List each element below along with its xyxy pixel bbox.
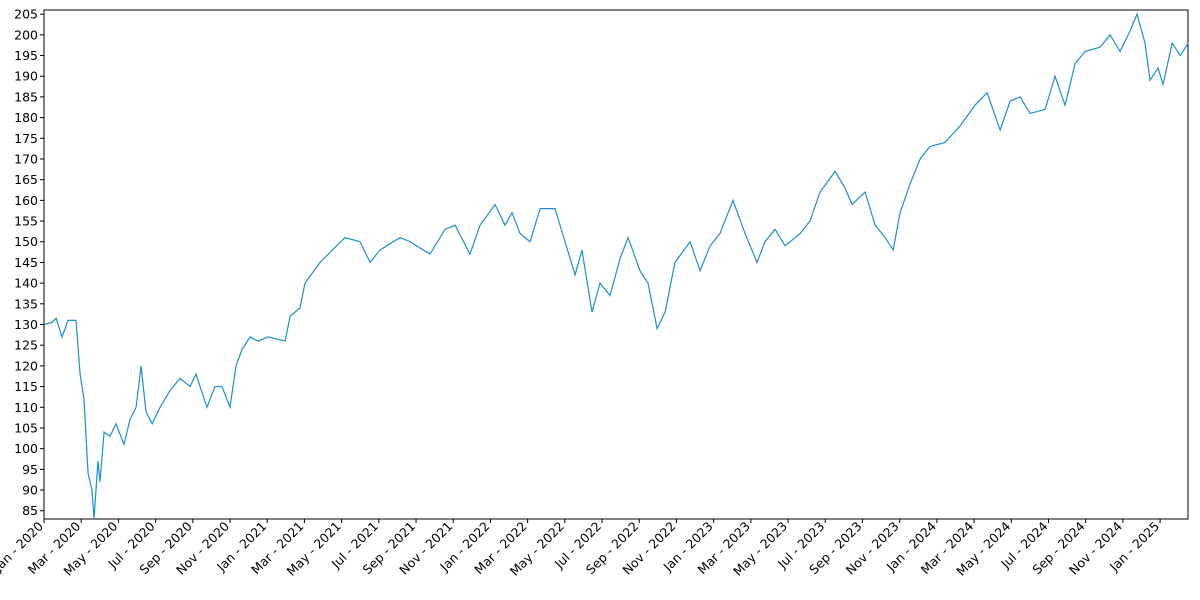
y-tick-label: 190 (14, 69, 38, 84)
y-tick-label: 165 (14, 172, 38, 187)
y-tick-label: 140 (14, 276, 38, 291)
y-tick-label: 85 (22, 503, 38, 518)
y-tick-label: 100 (14, 441, 38, 456)
y-tick-label: 135 (14, 296, 38, 311)
y-tick-label: 130 (14, 317, 38, 332)
y-tick-label: 170 (14, 151, 38, 166)
y-tick-label: 95 (22, 462, 38, 477)
y-tick-label: 110 (14, 400, 38, 415)
price-line (43, 12, 1189, 520)
y-tick-label: 125 (14, 338, 38, 353)
y-tick-label: 205 (14, 7, 38, 22)
y-tick-label: 150 (14, 234, 38, 249)
y-tick-label: 160 (14, 193, 38, 208)
y-tick-label: 105 (14, 420, 38, 435)
y-tick-label: 155 (14, 214, 38, 229)
y-tick-label: 180 (14, 110, 38, 125)
y-tick-label: 200 (14, 27, 38, 42)
plot-frame (43, 9, 1189, 520)
y-tick-label: 145 (14, 255, 38, 270)
y-tick-label: 175 (14, 131, 38, 146)
y-tick-label: 90 (22, 483, 38, 498)
y-tick-label: 120 (14, 358, 38, 373)
y-tick-label: 115 (14, 379, 38, 394)
y-tick-label: 195 (14, 48, 38, 63)
y-tick-label: 185 (14, 89, 38, 104)
